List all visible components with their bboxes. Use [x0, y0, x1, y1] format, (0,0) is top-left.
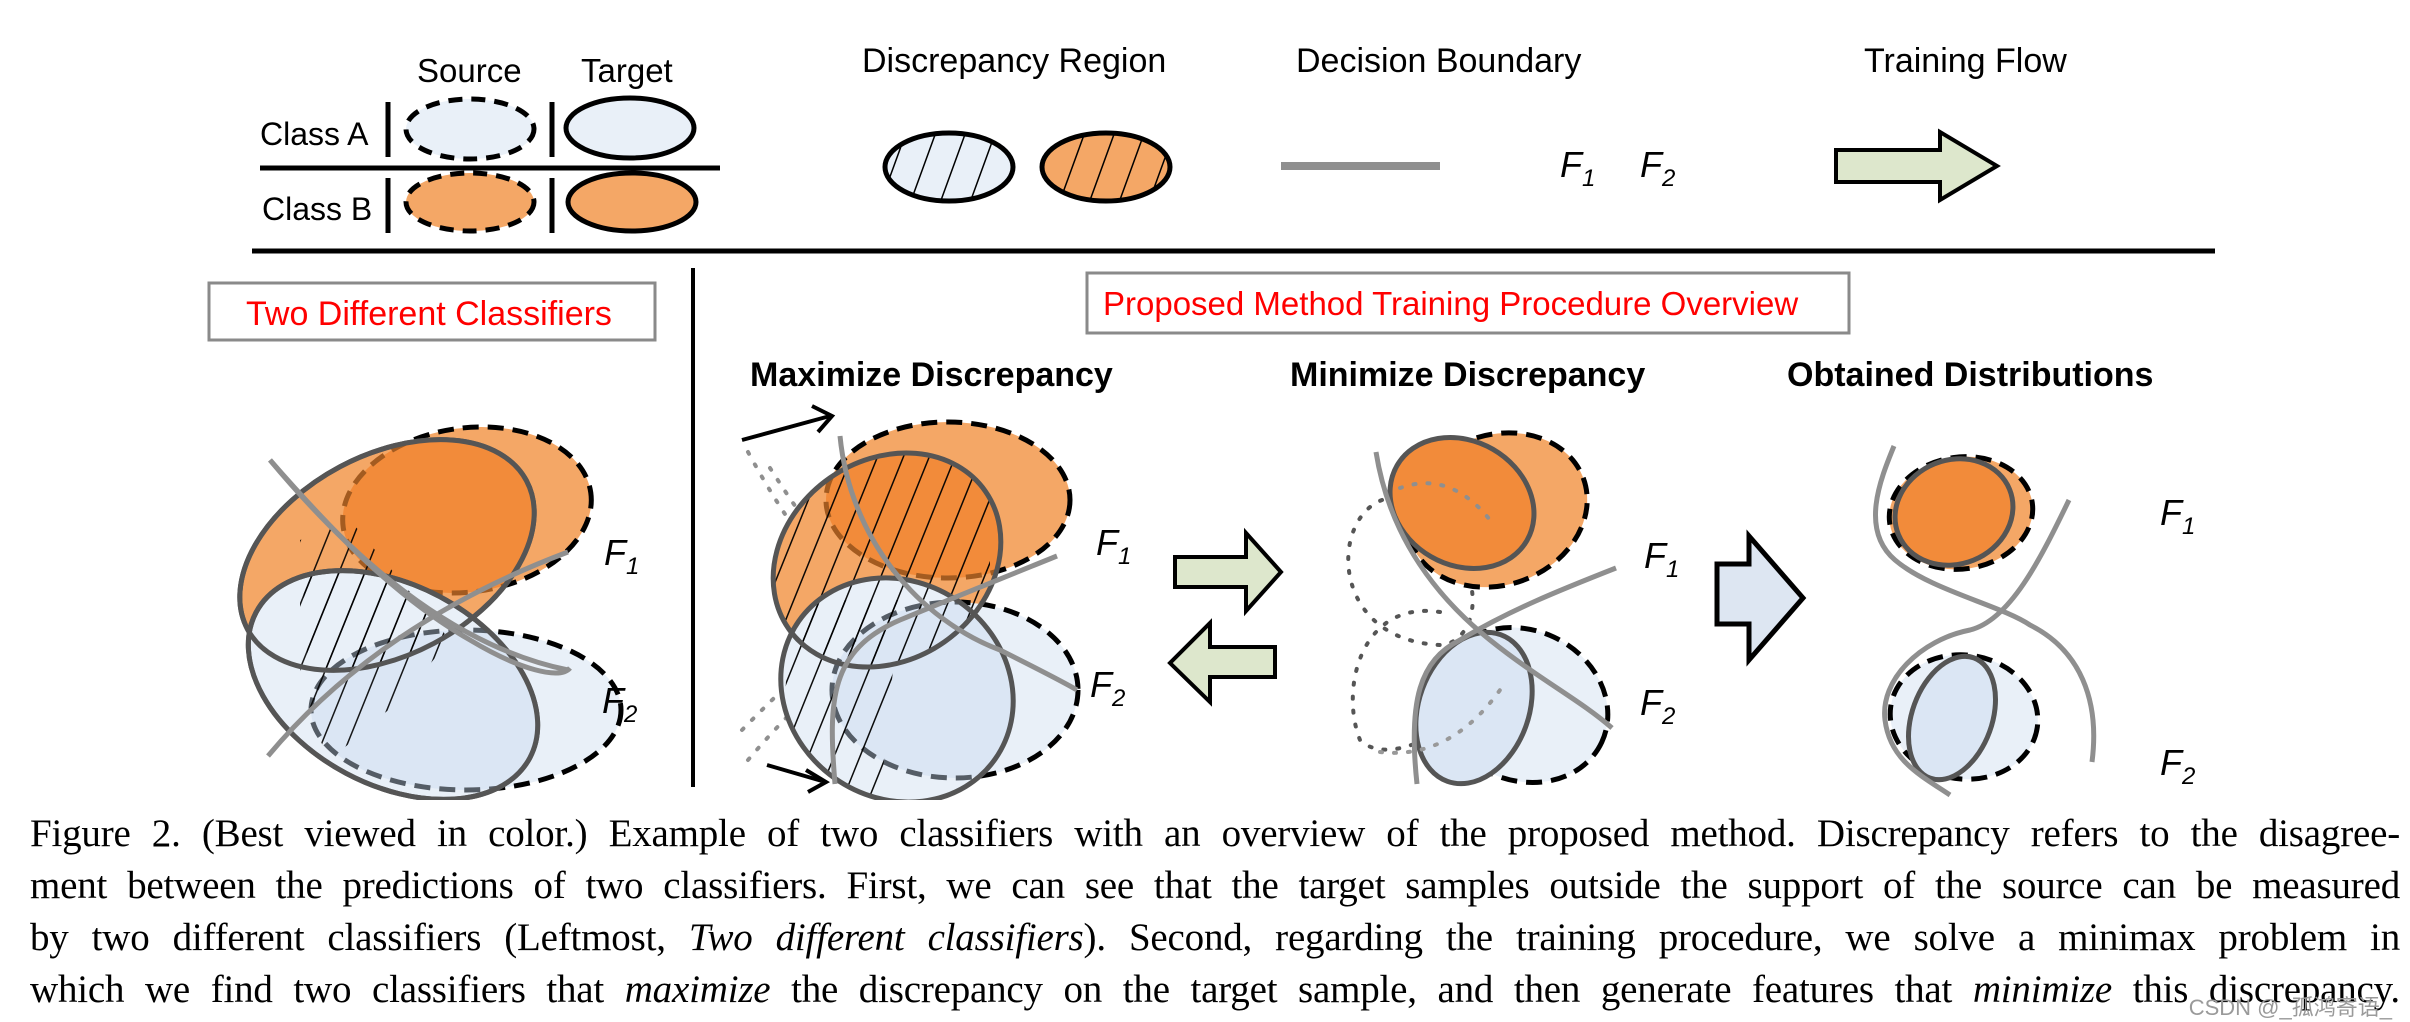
legend-class-a-label: Class A — [260, 116, 369, 152]
caption-line-4: which we find two classifiers that maxim… — [30, 968, 2400, 1011]
panel-two-classifiers: Two Different Classifiers F1 F2 — [207, 281, 657, 800]
arrow-right-large-icon — [1714, 529, 1807, 667]
caption-line-2: ment between the predictions of two clas… — [30, 864, 2400, 907]
legend-f1-label: F1 — [1560, 144, 1595, 192]
legend-target-b-ellipse — [565, 170, 699, 234]
maximize-title: Maximize Discrepancy — [750, 356, 1113, 394]
proposed-title-box — [1085, 271, 1851, 335]
legend-source-label: Source — [417, 52, 522, 89]
proposed-title: Proposed Method Training Procedure Overv… — [1103, 285, 1798, 322]
legend-source-a-ellipse — [403, 96, 537, 162]
figure-diagram: Source Target Class A Class B Discrepanc… — [207, 42, 2215, 800]
legend-class-b-label: Class B — [262, 191, 372, 227]
panel-minimize-discrepancy: Minimize Discrepancy F1 F2 — [1290, 356, 1679, 787]
watermark: CSDN @_孤鸿寄语_ — [2188, 995, 2392, 1020]
legend-decision-boundary-label: Decision Boundary — [1296, 42, 1581, 80]
minimize-f1-label: F1 — [1644, 535, 1679, 583]
maximize-f1-label: F1 — [1096, 522, 1131, 570]
two-classifiers-f2-label: F2 — [602, 680, 637, 728]
arrow-right-icon — [1173, 527, 1284, 617]
maximize-f2-label: F2 — [1090, 664, 1125, 712]
two-classifiers-title-box — [207, 281, 657, 342]
panel-obtained-distributions: Obtained Distributions F1 F2 — [1787, 356, 2195, 798]
legend-f2-label: F2 — [1640, 144, 1675, 192]
minimize-f2-label: F2 — [1640, 682, 1675, 730]
obtained-f2-label: F2 — [2160, 742, 2195, 790]
legend-discrepancy-orange-ellipse — [1039, 130, 1173, 204]
legend-target-a-ellipse — [563, 95, 697, 161]
legend: Source Target Class A Class B Discrepanc… — [260, 42, 2067, 234]
caption-line-1: Figure 2. (Best viewed in color.) Exampl… — [30, 812, 2400, 855]
legend-source-b-ellipse — [403, 170, 537, 234]
caption-line-3: by two different classifiers (Leftmost, … — [30, 916, 2400, 959]
arrow-left-icon — [1167, 618, 1277, 707]
panel-maximize-discrepancy: Maximize Discrepancy F1 F2 — [740, 356, 1131, 800]
arrow-right-icon — [1834, 128, 2001, 204]
obtained-title: Obtained Distributions — [1787, 356, 2153, 394]
legend-discrepancy-region-label: Discrepancy Region — [862, 42, 1166, 80]
minimize-title: Minimize Discrepancy — [1290, 356, 1645, 394]
two-classifiers-title: Two Different Classifiers — [246, 295, 612, 333]
push-arrow — [766, 763, 823, 783]
boundary-f2 — [266, 549, 569, 758]
legend-training-flow-label: Training Flow — [1864, 42, 2067, 80]
obtained-f1-label: F1 — [2160, 492, 2195, 540]
legend-target-label: Target — [581, 52, 673, 89]
two-classifiers-f1-label: F1 — [604, 532, 639, 580]
figure-caption: Figure 2. (Best viewed in color.) Exampl… — [30, 808, 2400, 1016]
legend-discrepancy-blue-ellipse — [882, 130, 1016, 204]
